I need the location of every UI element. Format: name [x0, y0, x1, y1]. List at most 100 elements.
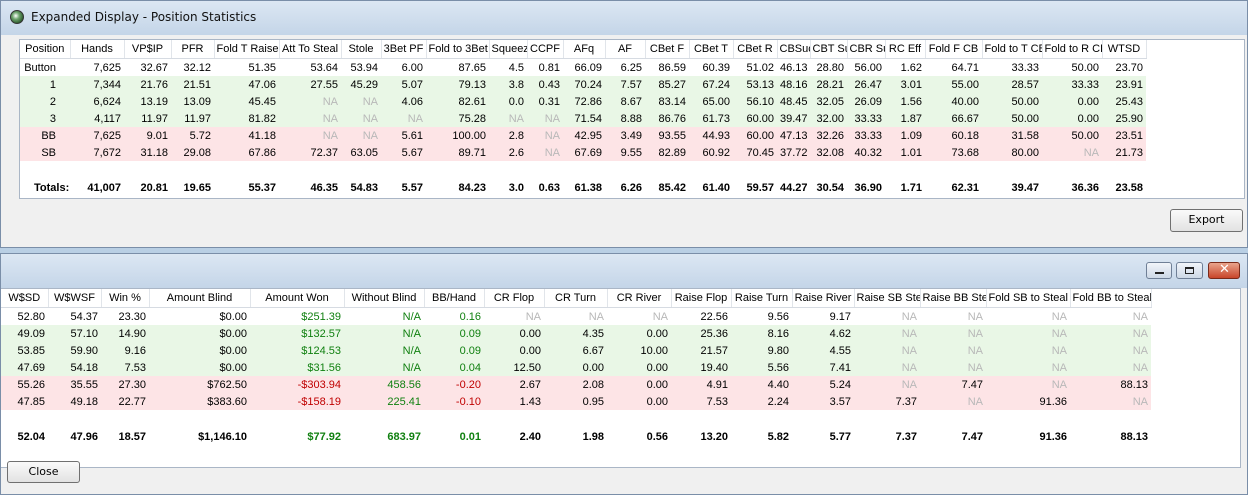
cell-rc-eff: 3.01	[885, 76, 925, 93]
table-row[interactable]: SB 7,672 31.18 29.08 67.86 72.37 63.05 5.67 89.7…	[20, 144, 1146, 161]
table-row[interactable]: 53.85 59.90 9.16 $0.00 $124.53 N/A 0.09 0.00 6.6…	[1, 342, 1151, 359]
column-header-stole[interactable]: Stole	[341, 40, 382, 59]
cell-cbsuc: 47.13	[777, 127, 810, 144]
column-header-without-blind[interactable]: Without Blind	[344, 289, 425, 308]
table-row[interactable]: 47.85 49.18 22.77 $383.60 -$158.19 225.41 -0.1…	[1, 393, 1151, 410]
column-header-raise-turn[interactable]: Raise Turn	[731, 289, 793, 308]
cell-stole: NA	[341, 127, 381, 144]
table-row[interactable]: 2 6,624 13.19 13.09 45.45 NA NA 4.06 82.61 0.0 0.3…	[20, 93, 1146, 110]
cell-raise-flop: 19.40	[671, 359, 731, 376]
column-header-cr-river[interactable]: CR River	[607, 289, 672, 308]
column-header-att-to-steal[interactable]: Att To Steal	[279, 40, 342, 59]
column-header-pfr[interactable]: PFR	[171, 40, 215, 59]
table-row[interactable]: BB 7,625 9.01 5.72 41.18 NA NA 5.61 100.00 2.8 NA 4…	[20, 127, 1146, 144]
column-header-fold-to-t-cb[interactable]: Fold to T CB	[982, 40, 1043, 59]
cell-fold-f-cb: 40.00	[925, 93, 982, 110]
cell-vpdip: 31.18	[124, 144, 171, 161]
column-header-fold-to-r-cb[interactable]: Fold to R CB	[1042, 40, 1103, 59]
cell-fold-to-3bet: 75.28	[426, 110, 489, 127]
cell-cbt-suc: 32.26	[810, 127, 847, 144]
column-header-3bet-pf[interactable]: 3Bet PF	[381, 40, 427, 59]
close-window-button[interactable]: ✕	[1208, 262, 1240, 279]
column-header-wtsd[interactable]: WTSD	[1102, 40, 1147, 59]
cell-3bet-pf: NA	[381, 110, 426, 127]
column-header-cbet-f[interactable]: CBet F	[645, 40, 690, 59]
maximize-button[interactable]	[1176, 262, 1203, 279]
cell-wdsd: 47.69	[1, 359, 48, 376]
close-button[interactable]: Close	[7, 461, 80, 483]
column-header-cbr-suc[interactable]: CBR Suc	[847, 40, 886, 59]
cell-fold-to-t-cb: 31.58	[982, 127, 1042, 144]
cell-wdsd: 52.80	[1, 307, 48, 325]
total-hands: 41,007	[70, 178, 124, 198]
column-header-cr-flop[interactable]: CR Flop	[484, 289, 545, 308]
cell-hands: 7,625	[70, 127, 124, 144]
cell-fold-bb-to-steal: NA	[1070, 359, 1151, 376]
column-header-wdwsf[interactable]: W$WSF	[48, 289, 102, 308]
cell-cbt-suc: 32.08	[810, 144, 847, 161]
column-header-amount-blind[interactable]: Amount Blind	[149, 289, 251, 308]
cell-hands: 4,117	[70, 110, 124, 127]
column-header-raise-sb-steal[interactable]: Raise SB Steal	[854, 289, 921, 308]
table-row[interactable]: 52.80 54.37 23.30 $0.00 $251.39 N/A 0.16 NA NA NA…	[1, 307, 1151, 325]
column-header-raise-river[interactable]: Raise River	[792, 289, 855, 308]
column-header-ccpf[interactable]: CCPF	[527, 40, 564, 59]
export-button[interactable]: Export	[1170, 209, 1243, 232]
column-header-win-pct[interactable]: Win %	[101, 289, 150, 308]
column-header-cbet-t[interactable]: CBet T	[689, 40, 734, 59]
column-header-amount-won[interactable]: Amount Won	[250, 289, 345, 308]
app-icon	[10, 10, 24, 24]
cell-raise-bb-steal: NA	[920, 307, 986, 325]
column-header-squeeze[interactable]: Squeeze	[489, 40, 528, 59]
column-header-bb-hand[interactable]: BB/Hand	[424, 289, 485, 308]
cell-position: SB	[20, 144, 70, 161]
stats-table-top: Position Hands VP$IP PFR Fold T Raise Att To …	[19, 39, 1245, 199]
total-fold-to-3bet: 84.23	[426, 178, 489, 198]
table-row[interactable]: 49.09 57.10 14.90 $0.00 $132.57 N/A 0.09 0.00 4.…	[1, 325, 1151, 342]
column-header-af[interactable]: AF	[605, 40, 646, 59]
column-header-fold-to-3bet[interactable]: Fold to 3Bet	[426, 40, 490, 59]
column-header-fold-bb-to-steal[interactable]: Fold BB to Steal	[1070, 289, 1152, 308]
column-header-fold-f-cb[interactable]: Fold F CB	[925, 40, 983, 59]
table-row[interactable]: 55.26 35.55 27.30 $762.50 -$303.94 458.56 -0.2…	[1, 376, 1151, 393]
cell-ccpf: NA	[527, 144, 563, 161]
cell-fold-to-r-cb: 0.00	[1042, 110, 1102, 127]
cell-wdwsf: 57.10	[48, 325, 101, 342]
column-header-cbt-suc[interactable]: CBT Suc	[810, 40, 848, 59]
column-header-afq[interactable]: AFq	[563, 40, 606, 59]
title-bar-bottom[interactable]: ✕	[1, 254, 1247, 288]
column-header-wdsd[interactable]: W$SD	[1, 289, 49, 308]
column-header-cr-turn[interactable]: CR Turn	[544, 289, 608, 308]
cell-fold-to-t-cb: 33.33	[982, 58, 1042, 76]
cell-amount-blind: $0.00	[149, 307, 250, 325]
column-header-vpdip[interactable]: VP$IP	[124, 40, 172, 59]
table-row[interactable]: 47.69 54.18 7.53 $0.00 $31.56 N/A 0.04 12.50 0.0…	[1, 359, 1151, 376]
cell-cbr-suc: 56.00	[847, 58, 885, 76]
cell-af: 9.55	[605, 144, 645, 161]
cell-raise-sb-steal: NA	[854, 359, 920, 376]
column-header-fold-sb-to-steal[interactable]: Fold SB to Steal	[986, 289, 1071, 308]
table-row[interactable]: 3 4,117 11.97 11.97 81.82 NA NA NA 75.28 NA NA 71.5…	[20, 110, 1146, 127]
column-header-position[interactable]: Position	[20, 40, 71, 59]
cell-rc-eff: 1.56	[885, 93, 925, 110]
column-header-cbet-r[interactable]: CBet R	[733, 40, 778, 59]
column-header-fold-t-raise[interactable]: Fold T Raise	[214, 40, 280, 59]
title-bar[interactable]: Expanded Display - Position Statistics	[1, 1, 1247, 35]
cell-stole: NA	[341, 110, 381, 127]
cell-fold-to-3bet: 82.61	[426, 93, 489, 110]
column-header-cbsuc[interactable]: CBSuc	[777, 40, 811, 59]
cell-afq: 66.09	[563, 58, 605, 76]
cell-fold-to-r-cb: 33.33	[1042, 76, 1102, 93]
cell-raise-sb-steal: NA	[854, 376, 920, 393]
column-header-rc-eff[interactable]: RC Eff	[885, 40, 926, 59]
minimize-button[interactable]	[1146, 262, 1172, 279]
column-header-hands[interactable]: Hands	[70, 40, 125, 59]
cell-cbet-r: 51.02	[733, 58, 777, 76]
cell-squeeze: 4.5	[489, 58, 527, 76]
column-header-raise-bb-steal[interactable]: Raise BB Steal	[920, 289, 987, 308]
total-af: 6.26	[605, 178, 645, 198]
column-header-raise-flop[interactable]: Raise Flop	[671, 289, 732, 308]
table-row[interactable]: 1 7,344 21.76 21.51 47.06 27.55 45.29 5.07 79.13…	[20, 76, 1146, 93]
cell-fold-f-cb: 60.18	[925, 127, 982, 144]
table-row[interactable]: Button 7,625 32.67 32.12 51.35 53.64 53.94 6.00…	[20, 58, 1146, 76]
